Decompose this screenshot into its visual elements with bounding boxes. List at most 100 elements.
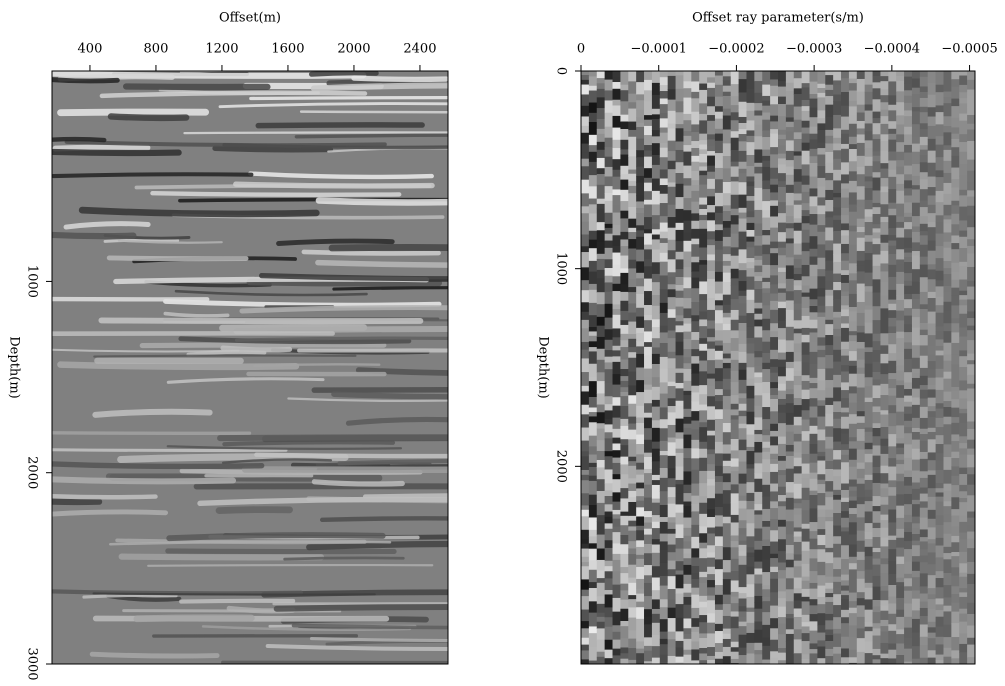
trace-cell: [865, 653, 873, 663]
trace-cell: [746, 223, 754, 231]
trace-cell: [628, 287, 636, 293]
trace-cell: [778, 570, 786, 579]
trace-cell: [825, 163, 833, 174]
trace-cell: [581, 638, 589, 645]
trace-cell: [959, 390, 967, 399]
trace-cell: [762, 319, 770, 331]
trace-cell: [644, 249, 652, 259]
trace-cell: [959, 399, 967, 410]
trace-cell: [888, 487, 896, 496]
trace-cell: [951, 99, 959, 107]
trace-cell: [904, 528, 912, 533]
trace-cell: [967, 645, 975, 658]
trace-cell: [691, 132, 699, 142]
trace-cell: [620, 301, 628, 312]
trace-cell: [778, 617, 786, 624]
trace-cell: [746, 327, 754, 338]
trace-cell: [833, 536, 841, 544]
trace-cell: [620, 488, 628, 499]
trace-cell: [589, 103, 597, 114]
trace-cell: [652, 295, 660, 306]
trace-cell: [691, 278, 699, 289]
trace-cell: [888, 254, 896, 265]
trace-cell: [762, 419, 770, 430]
trace-cell: [597, 479, 605, 491]
trace-cell: [904, 213, 912, 218]
trace-cell: [770, 310, 778, 324]
trace-cell: [786, 394, 794, 404]
trace-cell: [683, 369, 691, 381]
trace-cell: [644, 71, 652, 80]
trace-cell: [936, 525, 944, 538]
trace-cell: [943, 424, 951, 438]
trace-cell: [841, 599, 849, 610]
trace-cell: [880, 204, 888, 217]
trace-cell: [936, 610, 944, 617]
trace-cell: [707, 212, 715, 220]
trace-cell: [896, 398, 904, 412]
trace-cell: [762, 637, 770, 646]
trace-cell: [597, 349, 605, 361]
trace-cell: [715, 466, 723, 477]
trace-cell: [699, 432, 707, 442]
trace-cell: [786, 589, 794, 602]
trace-cell: [676, 618, 684, 632]
trace-cell: [691, 124, 699, 132]
trace-cell: [873, 293, 881, 307]
trace-cell: [636, 367, 644, 380]
trace-cell: [959, 622, 967, 634]
trace-cell: [943, 457, 951, 470]
trace-cell: [620, 457, 628, 465]
trace-cell: [841, 162, 849, 175]
trace-cell: [928, 251, 936, 265]
trace-cell: [873, 139, 881, 152]
trace-cell: [912, 428, 920, 433]
trace-cell: [707, 509, 715, 517]
trace-cell: [896, 365, 904, 371]
trace-cell: [707, 298, 715, 310]
trace-cell: [778, 634, 786, 648]
trace-cell: [683, 424, 691, 429]
trace-cell: [967, 197, 975, 207]
trace-cell: [873, 161, 881, 172]
trace-cell: [723, 282, 731, 295]
trace-cell: [731, 439, 739, 446]
trace-cell: [581, 562, 589, 567]
trace-cell: [731, 503, 739, 516]
trace-cell: [676, 197, 684, 209]
trace-cell: [841, 511, 849, 518]
trace-cell: [683, 136, 691, 146]
trace-cell: [833, 262, 841, 274]
trace-cell: [880, 134, 888, 141]
trace-cell: [652, 136, 660, 143]
trace-cell: [707, 567, 715, 575]
trace-cell: [723, 454, 731, 462]
trace-cell: [794, 385, 802, 399]
trace-cell: [959, 468, 967, 475]
trace-cell: [959, 220, 967, 231]
trace-cell: [849, 414, 857, 424]
trace-cell: [896, 102, 904, 116]
trace-cell: [707, 587, 715, 596]
trace-cell: [589, 530, 597, 537]
trace-cell: [967, 594, 975, 603]
trace-cell: [794, 561, 802, 567]
trace-cell: [794, 515, 802, 528]
trace-cell: [904, 662, 912, 674]
trace-cell: [644, 299, 652, 306]
trace-cell: [676, 89, 684, 102]
trace-cell: [597, 199, 605, 205]
trace-cell: [739, 380, 747, 394]
trace-cell: [810, 614, 818, 622]
trace-cell: [754, 473, 762, 479]
trace-cell: [786, 131, 794, 141]
trace-cell: [707, 435, 715, 449]
trace-cell: [786, 228, 794, 239]
trace-cell: [833, 594, 841, 605]
trace-cell: [652, 428, 660, 442]
trace-cell: [676, 439, 684, 449]
trace-cell: [723, 647, 731, 657]
trace-cell: [581, 260, 589, 267]
reflector: [256, 455, 491, 456]
trace-cell: [613, 571, 621, 585]
